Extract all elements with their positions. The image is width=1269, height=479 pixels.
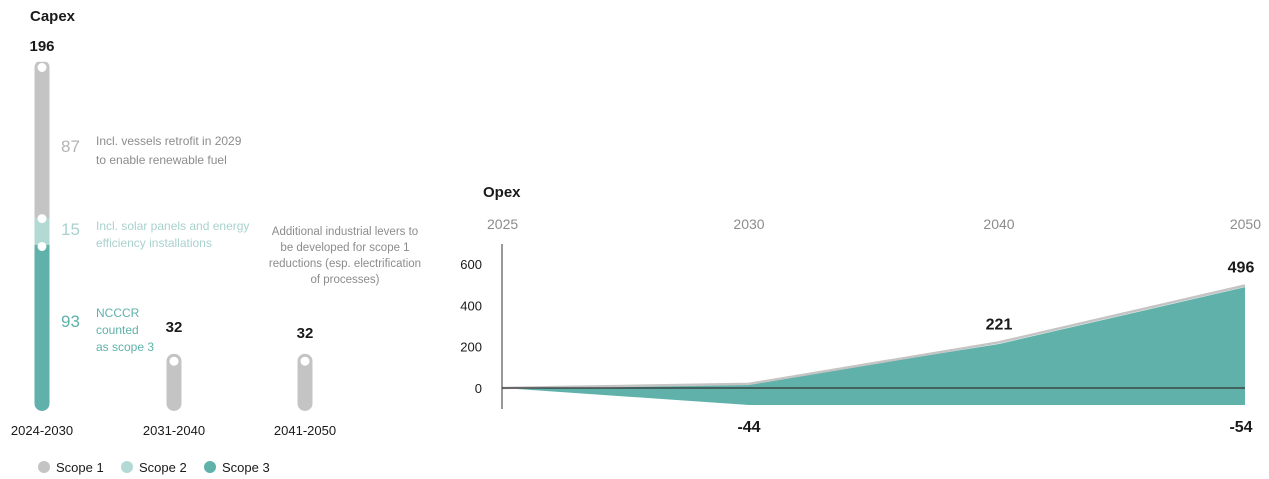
- segment-value-label: 93: [61, 312, 80, 331]
- opex-y-tick-label: 0: [475, 381, 482, 396]
- opex-title: Opex: [483, 184, 521, 201]
- legend-label: Scope 1: [56, 460, 104, 475]
- opex-data-label: -54: [1229, 419, 1252, 436]
- capex-total-label: 32: [166, 319, 183, 336]
- segment-value-label: 87: [61, 137, 80, 156]
- bar-marker-dot: [300, 356, 310, 366]
- capex-title: Capex: [30, 8, 76, 25]
- capex-segment-scope-1: [34, 61, 50, 219]
- capex-category-label: 2031-2040: [143, 423, 205, 438]
- bar-marker-dot: [169, 356, 179, 366]
- opex-y-tick-label: 600: [460, 257, 482, 272]
- capex-annotation-line: Additional industrial levers to: [272, 226, 418, 238]
- legend-label: Scope 2: [139, 460, 187, 475]
- segment-note-line: efficiency installations: [96, 236, 212, 250]
- capex-bars: [34, 61, 313, 411]
- capex-category-label: 2041-2050: [274, 423, 336, 438]
- capex-annotation-line: reductions (esp. electrification: [269, 258, 421, 270]
- bar-marker-dot: [37, 241, 47, 251]
- opex-y-tick-label: 400: [460, 298, 482, 313]
- opex-x-tick-label: 2025: [487, 216, 518, 232]
- segment-note-line: as scope 3: [96, 340, 154, 354]
- opex-y-tick-label: 200: [460, 340, 482, 355]
- capex-total-label: 196: [29, 38, 54, 55]
- opex-y-ticks: 0 200 400 600: [460, 257, 482, 396]
- capex-category-label: 2024-2030: [11, 423, 73, 438]
- opex-plot: [501, 244, 1246, 409]
- capex-total-label: 32: [297, 325, 314, 342]
- capex-annotation-line: of processes): [310, 274, 379, 286]
- opex-x-tick-label: 2030: [733, 216, 764, 232]
- bar-marker-dot: [37, 63, 47, 72]
- capex-segment-scope-2: [34, 217, 50, 245]
- capex-bar: [34, 61, 50, 411]
- capex-annotation-line: be developed for scope 1: [280, 242, 409, 254]
- capex-segment-scope-3: [34, 244, 50, 411]
- opex-data-labels: -44 221 496 -54: [737, 259, 1254, 436]
- capex-bar: [166, 353, 182, 411]
- legend-swatch-scope-3: [204, 461, 216, 473]
- bar-marker-dot: [37, 214, 47, 224]
- opex-data-label: 496: [1228, 259, 1255, 276]
- opex-x-tick-label: 2040: [983, 216, 1014, 232]
- segment-note-line: Incl. solar panels and energy: [96, 219, 249, 233]
- legend: Scope 1 Scope 2 Scope 3: [38, 460, 270, 475]
- opex-x-tick-label: 2050: [1230, 216, 1261, 232]
- segment-note-line: counted: [96, 323, 139, 337]
- legend-swatch-scope-2: [121, 461, 133, 473]
- segment-note-line: to enable renewable fuel: [96, 153, 227, 167]
- legend-label: Scope 3: [222, 460, 270, 475]
- segment-value-label: 15: [61, 220, 80, 239]
- legend-swatch-scope-1: [38, 461, 50, 473]
- opex-area: [502, 287, 1245, 405]
- segment-note-line: Incl. vessels retrofit in 2029: [96, 134, 242, 148]
- opex-upper-line: [501, 284, 1246, 390]
- opex-x-ticks: 2025 2030 2040 2050: [487, 216, 1261, 232]
- capex-bar: [297, 353, 313, 411]
- segment-note-line: NCCCR: [96, 306, 140, 320]
- capex-segment-scope-1: [297, 353, 313, 411]
- capex-segment-scope-1: [166, 353, 182, 411]
- opex-data-label: 221: [986, 316, 1013, 333]
- opex-data-label: -44: [737, 419, 760, 436]
